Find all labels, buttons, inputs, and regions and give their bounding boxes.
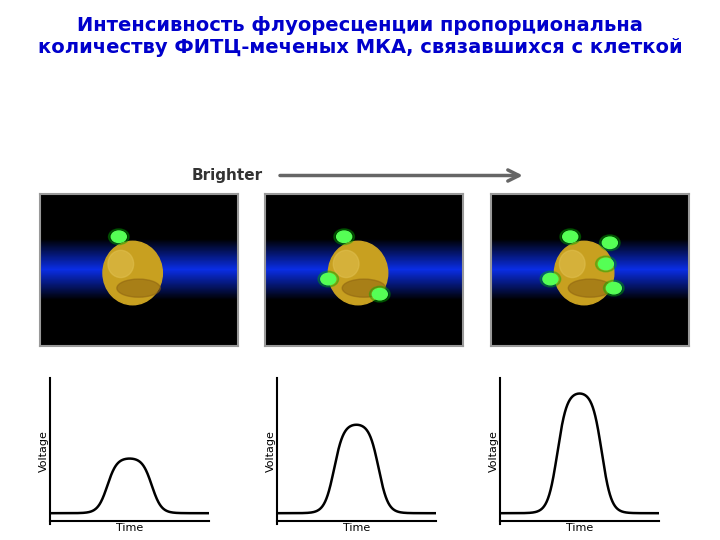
Y-axis label: Voltage: Voltage — [266, 430, 276, 472]
Circle shape — [595, 256, 616, 272]
Ellipse shape — [103, 241, 163, 305]
Circle shape — [318, 271, 338, 287]
Ellipse shape — [108, 251, 134, 278]
Circle shape — [560, 229, 580, 245]
Circle shape — [603, 237, 617, 248]
X-axis label: Time: Time — [566, 523, 593, 532]
Circle shape — [372, 288, 387, 300]
Ellipse shape — [328, 241, 388, 305]
X-axis label: Time: Time — [343, 523, 370, 532]
Circle shape — [543, 273, 558, 285]
Circle shape — [603, 280, 624, 296]
Ellipse shape — [342, 279, 386, 297]
Circle shape — [321, 273, 336, 285]
Circle shape — [112, 231, 126, 242]
Text: Интенсивность флуоресценции пропорциональна
количеству ФИТЦ-меченых МКА, связавш: Интенсивность флуоресценции пропорционал… — [37, 16, 683, 57]
Circle shape — [598, 258, 613, 269]
Circle shape — [337, 231, 351, 242]
Ellipse shape — [559, 251, 585, 278]
X-axis label: Time: Time — [116, 523, 143, 532]
Circle shape — [563, 231, 577, 242]
Ellipse shape — [568, 279, 612, 297]
Circle shape — [369, 286, 390, 302]
Ellipse shape — [554, 241, 614, 305]
Ellipse shape — [333, 251, 359, 278]
Ellipse shape — [117, 279, 161, 297]
Circle shape — [606, 282, 621, 294]
Y-axis label: Voltage: Voltage — [39, 430, 49, 472]
Circle shape — [540, 271, 561, 287]
Circle shape — [600, 235, 620, 251]
Circle shape — [334, 229, 354, 245]
Text: Brighter: Brighter — [192, 168, 263, 183]
Circle shape — [109, 229, 129, 245]
Y-axis label: Voltage: Voltage — [489, 430, 499, 472]
